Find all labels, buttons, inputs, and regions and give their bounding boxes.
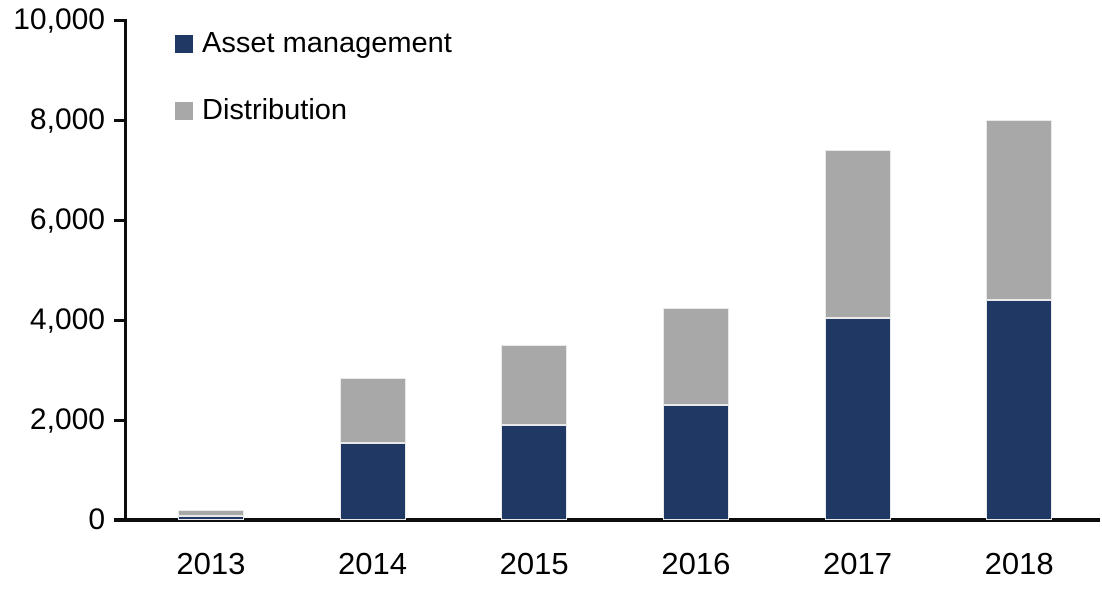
x-axis-label-2015: 2015 (499, 546, 569, 581)
y-axis-tick-label: 0 (88, 503, 105, 536)
x-axis-line (114, 518, 1100, 522)
distribution-swatch-icon (175, 101, 193, 120)
y-axis-tick (114, 118, 127, 122)
y-axis-tick (114, 18, 127, 22)
y-axis-tick (114, 318, 127, 322)
x-axis-label-2013: 2013 (176, 546, 246, 581)
legend-label-asset-management: Asset management (202, 27, 452, 59)
asset-management-swatch-icon (175, 34, 193, 53)
y-axis-tick-label: 2,000 (29, 403, 105, 436)
y-axis-tick (114, 518, 127, 522)
x-axis-label-2016: 2016 (661, 546, 731, 581)
y-axis-tick-label: 10,000 (13, 3, 105, 36)
bar-segment-2017-distribution (824, 150, 891, 318)
x-axis-label-2017: 2017 (823, 546, 892, 581)
bar-segment-2016-asset-management (662, 405, 729, 520)
y-axis-tick-label: 6,000 (29, 203, 105, 236)
bar-segment-2018-distribution (986, 120, 1053, 300)
x-axis-label-2018: 2018 (984, 546, 1054, 581)
x-axis-label-2014: 2014 (338, 546, 407, 581)
legend-item-asset-management: Asset management (175, 29, 452, 58)
bar-segment-2016-distribution (662, 307, 729, 405)
bar-segment-2015-distribution (501, 345, 568, 425)
bar-segment-2014-asset-management (339, 442, 406, 520)
y-axis-tick-label: 8,000 (29, 103, 105, 136)
bar-segment-2013-asset-management (177, 515, 244, 520)
legend-label-distribution: Distribution (202, 94, 348, 126)
y-axis-tick (114, 218, 127, 222)
bar-segment-2017-asset-management (824, 317, 891, 520)
bar-segment-2013-distribution (177, 510, 244, 516)
bar-segment-2014-distribution (339, 377, 406, 443)
bar-segment-2018-asset-management (986, 300, 1053, 520)
y-axis-tick (114, 418, 127, 422)
y-axis-line (124, 20, 127, 521)
bar-segment-2015-asset-management (501, 425, 568, 520)
y-axis-tick-label: 4,000 (29, 303, 105, 336)
legend-item-distribution: Distribution (175, 96, 347, 125)
